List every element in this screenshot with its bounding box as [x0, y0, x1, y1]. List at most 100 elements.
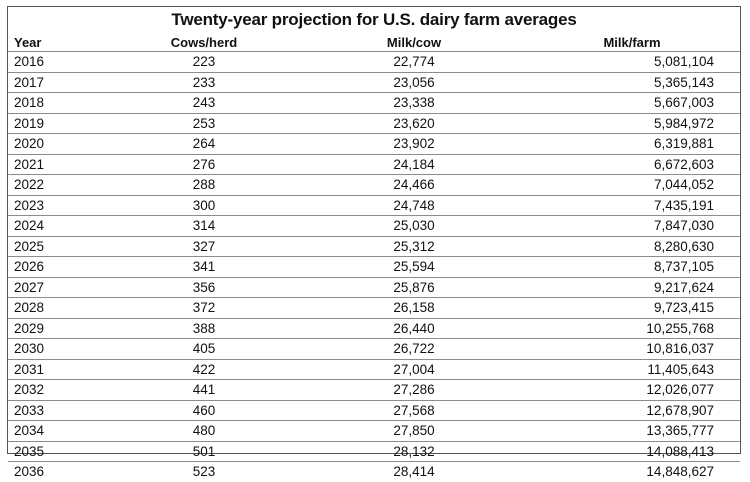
cell-milk-per-cow: 27,568: [304, 400, 524, 421]
table-row: 2018 243 23,338 5,667,003: [8, 92, 740, 114]
cell-year: 2020: [8, 133, 104, 155]
cell-milk-per-cow: 28,132: [304, 441, 524, 462]
cell-cows-per-herd: 253: [104, 113, 304, 134]
cell-year: 2018: [8, 92, 104, 114]
cell-milk-per-farm: 9,723,415: [524, 297, 740, 319]
cell-milk-per-cow: 25,876: [304, 277, 524, 298]
table-header-row: Year Cows/herd Milk/cow Milk/farm: [8, 33, 740, 52]
cell-year: 2016: [8, 51, 104, 73]
cell-milk-per-farm: 5,984,972: [524, 113, 740, 134]
table-body: 2016 223 22,774 5,081,104 2017 233 23,056 5,365…: [8, 51, 740, 482]
cell-year: 2019: [8, 113, 104, 134]
cell-year: 2031: [8, 359, 104, 380]
cell-cows-per-herd: 372: [104, 297, 304, 319]
table-row: 2022 288 24,466 7,044,052: [8, 174, 740, 196]
cell-milk-per-cow: 23,056: [304, 72, 524, 93]
cell-cows-per-herd: 388: [104, 318, 304, 339]
cell-milk-per-farm: 7,044,052: [524, 174, 740, 196]
cell-cows-per-herd: 327: [104, 236, 304, 257]
table-row: 2026 341 25,594 8,737,105: [8, 256, 740, 278]
table-row: 2021 276 24,184 6,672,603: [8, 154, 740, 175]
cell-year: 2029: [8, 318, 104, 339]
cell-cows-per-herd: 288: [104, 174, 304, 196]
table-row: 2030 405 26,722 10,816,037: [8, 338, 740, 360]
cell-year: 2028: [8, 297, 104, 319]
cell-milk-per-cow: 25,030: [304, 215, 524, 237]
cell-milk-per-farm: 7,435,191: [524, 195, 740, 216]
cell-cows-per-herd: 233: [104, 72, 304, 93]
cell-milk-per-farm: 6,672,603: [524, 154, 740, 175]
cell-cows-per-herd: 264: [104, 133, 304, 155]
cell-milk-per-cow: 24,184: [304, 154, 524, 175]
projection-table: Year Cows/herd Milk/cow Milk/farm 2016 22…: [8, 33, 740, 482]
table-row: 2035 501 28,132 14,088,413: [8, 441, 740, 462]
cell-year: 2021: [8, 154, 104, 175]
cell-milk-per-cow: 26,722: [304, 338, 524, 360]
cell-milk-per-cow: 25,594: [304, 256, 524, 278]
cell-year: 2017: [8, 72, 104, 93]
table-row: 2027 356 25,876 9,217,624: [8, 277, 740, 298]
table-row: 2019 253 23,620 5,984,972: [8, 113, 740, 134]
column-header-milk-per-cow: Milk/cow: [304, 33, 524, 52]
cell-milk-per-cow: 27,286: [304, 379, 524, 401]
table-row: 2017 233 23,056 5,365,143: [8, 72, 740, 93]
cell-cows-per-herd: 501: [104, 441, 304, 462]
cell-cows-per-herd: 422: [104, 359, 304, 380]
cell-milk-per-farm: 10,255,768: [524, 318, 740, 339]
cell-milk-per-farm: 11,405,643: [524, 359, 740, 380]
table-row: 2024 314 25,030 7,847,030: [8, 215, 740, 237]
cell-year: 2023: [8, 195, 104, 216]
cell-year: 2022: [8, 174, 104, 196]
cell-milk-per-farm: 12,026,077: [524, 379, 740, 401]
cell-cows-per-herd: 460: [104, 400, 304, 421]
cell-milk-per-farm: 5,667,003: [524, 92, 740, 114]
cell-year: 2035: [8, 441, 104, 462]
cell-cows-per-herd: 314: [104, 215, 304, 237]
column-header-year: Year: [8, 33, 104, 52]
cell-year: 2033: [8, 400, 104, 421]
cell-milk-per-farm: 7,847,030: [524, 215, 740, 237]
cell-cows-per-herd: 441: [104, 379, 304, 401]
cell-milk-per-cow: 25,312: [304, 236, 524, 257]
cell-milk-per-cow: 26,158: [304, 297, 524, 319]
table-row: 2034 480 27,850 13,365,777: [8, 420, 740, 442]
table-row: 2028 372 26,158 9,723,415: [8, 297, 740, 319]
cell-year: 2034: [8, 420, 104, 442]
table-row: 2025 327 25,312 8,280,630: [8, 236, 740, 257]
cell-milk-per-farm: 6,319,881: [524, 133, 740, 155]
table-row: 2029 388 26,440 10,255,768: [8, 318, 740, 339]
cell-milk-per-cow: 23,902: [304, 133, 524, 155]
cell-milk-per-cow: 27,850: [304, 420, 524, 442]
cell-milk-per-cow: 26,440: [304, 318, 524, 339]
cell-milk-per-cow: 24,466: [304, 174, 524, 196]
table-row: 2020 264 23,902 6,319,881: [8, 133, 740, 155]
column-header-cows-per-herd: Cows/herd: [104, 33, 304, 52]
cell-milk-per-farm: 9,217,624: [524, 277, 740, 298]
cell-year: 2030: [8, 338, 104, 360]
cell-milk-per-farm: 5,081,104: [524, 51, 740, 73]
cell-year: 2026: [8, 256, 104, 278]
cell-milk-per-cow: 24,748: [304, 195, 524, 216]
table-row: 2023 300 24,748 7,435,191: [8, 195, 740, 216]
cell-cows-per-herd: 276: [104, 154, 304, 175]
cell-milk-per-farm: 8,280,630: [524, 236, 740, 257]
table-row: 2031 422 27,004 11,405,643: [8, 359, 740, 380]
cell-milk-per-farm: 8,737,105: [524, 256, 740, 278]
cell-cows-per-herd: 356: [104, 277, 304, 298]
cell-milk-per-farm: 12,678,907: [524, 400, 740, 421]
cell-milk-per-farm: 10,816,037: [524, 338, 740, 360]
cell-cows-per-herd: 405: [104, 338, 304, 360]
cell-cows-per-herd: 480: [104, 420, 304, 442]
cell-milk-per-farm: 13,365,777: [524, 420, 740, 442]
cell-cows-per-herd: 300: [104, 195, 304, 216]
cell-milk-per-cow: 27,004: [304, 359, 524, 380]
cell-milk-per-cow: 23,338: [304, 92, 524, 114]
cell-milk-per-cow: 23,620: [304, 113, 524, 134]
table-row: 2032 441 27,286 12,026,077: [8, 379, 740, 401]
table-row: 2033 460 27,568 12,678,907: [8, 400, 740, 421]
cell-cows-per-herd: 223: [104, 51, 304, 73]
cell-year: 2032: [8, 379, 104, 401]
projection-table-card: Twenty-year projection for U.S. dairy fa…: [7, 6, 741, 479]
cell-cows-per-herd: 341: [104, 256, 304, 278]
cell-milk-per-farm: 14,088,413: [524, 441, 740, 462]
